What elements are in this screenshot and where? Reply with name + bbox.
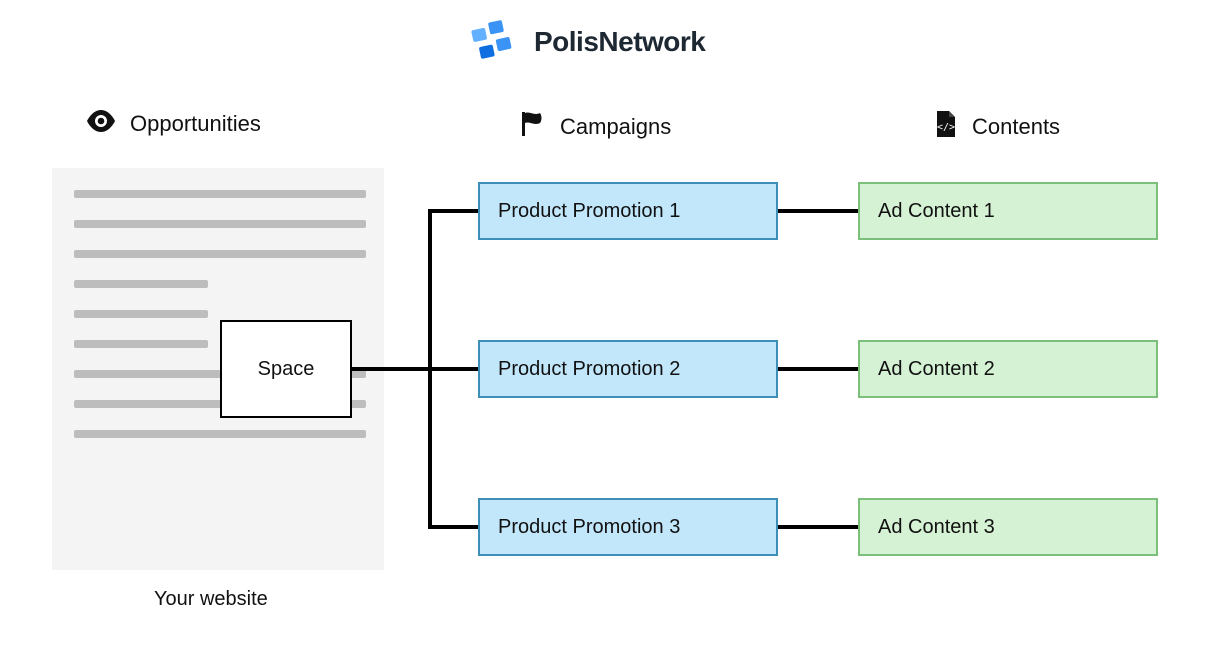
space-label: Space [258, 358, 315, 381]
content-label: Ad Content 2 [878, 358, 995, 381]
placeholder-line [74, 340, 208, 348]
svg-text:</>: </> [937, 122, 955, 133]
campaign-label: Product Promotion 3 [498, 516, 680, 539]
space-box: Space [220, 320, 352, 418]
eye-icon [86, 110, 116, 138]
contents-label: Contents [972, 114, 1060, 140]
contents-header: </> Contents [934, 110, 1060, 144]
placeholder-line [74, 250, 366, 258]
flag-icon [520, 110, 546, 144]
content-label: Ad Content 3 [878, 516, 995, 539]
content-box: Ad Content 1 [858, 182, 1158, 240]
opportunities-label: Opportunities [130, 111, 261, 137]
placeholder-line [74, 430, 366, 438]
campaign-box: Product Promotion 1 [478, 182, 778, 240]
placeholder-line [74, 280, 208, 288]
campaigns-label: Campaigns [560, 114, 671, 140]
campaign-label: Product Promotion 2 [498, 358, 680, 381]
campaigns-header: Campaigns [520, 110, 671, 144]
campaign-box: Product Promotion 2 [478, 340, 778, 398]
placeholder-line [74, 310, 208, 318]
placeholder-line [74, 220, 366, 228]
brand-name: PolisNetwork [534, 26, 705, 58]
content-box: Ad Content 3 [858, 498, 1158, 556]
campaign-label: Product Promotion 1 [498, 200, 680, 223]
code-file-icon: </> [934, 110, 958, 144]
diagram-canvas: PolisNetwork Opportunities Campaigns [0, 0, 1212, 646]
brand-header: PolisNetwork [468, 18, 705, 66]
brand-logo-icon [468, 18, 520, 66]
placeholder-line [74, 190, 366, 198]
opportunities-header: Opportunities [86, 110, 261, 138]
website-caption: Your website [154, 588, 268, 611]
content-box: Ad Content 2 [858, 340, 1158, 398]
campaign-box: Product Promotion 3 [478, 498, 778, 556]
content-label: Ad Content 1 [878, 200, 995, 223]
